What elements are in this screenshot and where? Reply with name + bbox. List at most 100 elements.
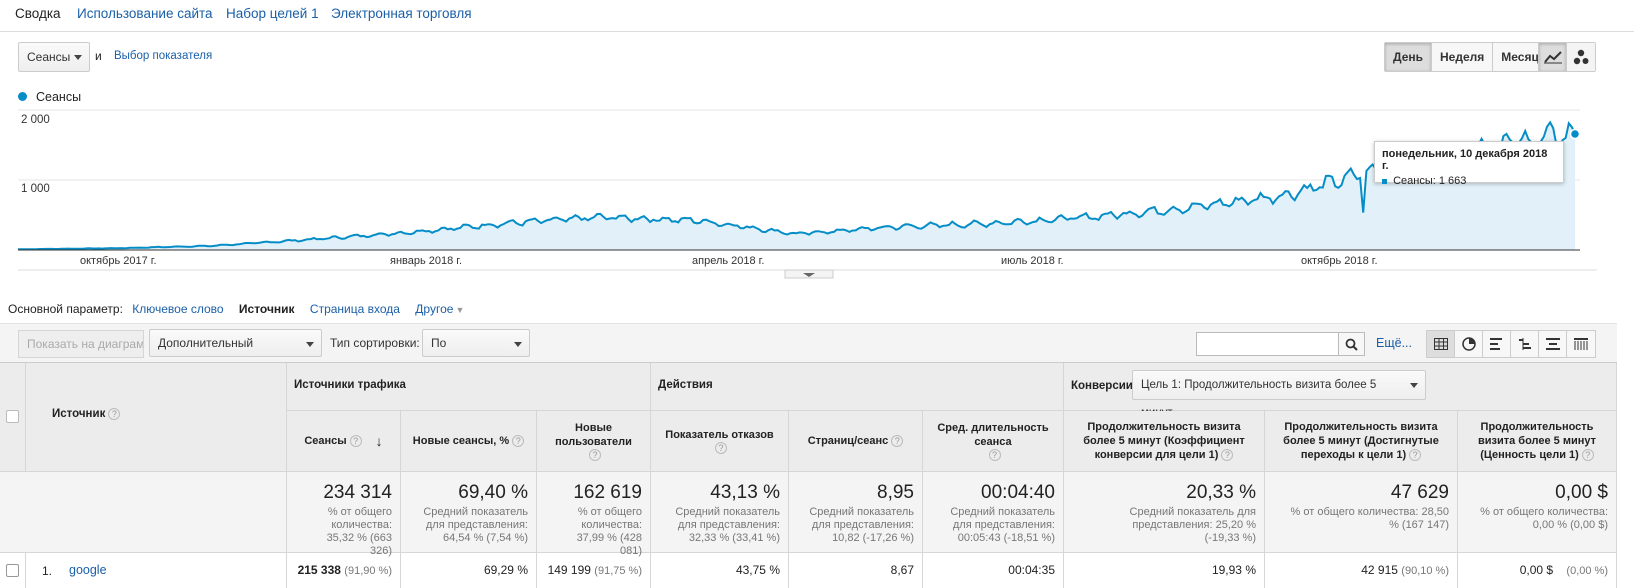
goal-select[interactable]: Цель 1: Продолжительность визита более 5… xyxy=(1132,370,1426,419)
table-toolbar: Показать на диаграмме Дополнительный пар… xyxy=(0,323,1617,376)
chart-tooltip: понедельник, 10 декабря 2018 г. Сеансы: … xyxy=(1374,141,1564,187)
tab-goal-set-1[interactable]: Набор целей 1 xyxy=(226,6,319,21)
total-goal1-conversion-rate: 20,33 % Средний показатель для представле… xyxy=(1064,472,1265,553)
sessions-area xyxy=(18,122,1575,250)
pie-view-icon[interactable] xyxy=(1455,331,1483,357)
row-pages-per-session: 8,67 xyxy=(789,553,923,588)
help-icon: ? xyxy=(1221,449,1234,462)
select-all-cell xyxy=(0,363,26,472)
col-goal1-conversion-rate[interactable]: Продолжительность визита более 5 минут (… xyxy=(1064,411,1265,472)
sort-type-label: Тип сортировки: xyxy=(330,336,420,350)
col-new-users[interactable]: Новые пользователи? xyxy=(537,411,651,472)
x-tick-oct-2018: октябрь 2018 г. xyxy=(1301,255,1378,267)
search-icon[interactable] xyxy=(1338,332,1365,356)
help-icon: ? xyxy=(715,442,727,454)
legend-label: Сеансы xyxy=(36,90,82,104)
comparison-view-icon[interactable] xyxy=(1511,331,1539,357)
table-view-icon[interactable] xyxy=(1427,331,1455,357)
sort-type-select[interactable]: По умолчанию xyxy=(422,329,530,376)
row-new-users: 149 199 (91,75 %) xyxy=(537,553,651,588)
tooltip-series-square-icon xyxy=(1382,178,1387,184)
line-chart-icon[interactable] xyxy=(1539,43,1567,71)
tab-site-usage[interactable]: Использование сайта xyxy=(77,6,213,21)
col-goal1-completions[interactable]: Продолжительность визита более 5 минут (… xyxy=(1265,411,1458,472)
total-pages-per-session: 8,95 Средний показатель для представления… xyxy=(789,472,923,553)
chevron-down-icon xyxy=(74,55,82,60)
sessions-line xyxy=(17,120,1576,251)
total-goal1-value: 0,00 $% от общего количества: 0,00 % (0,… xyxy=(1458,472,1617,553)
term-cloud-view-icon[interactable] xyxy=(1539,331,1567,357)
and-label: и xyxy=(95,49,102,63)
more-link[interactable]: Ещё... xyxy=(1376,336,1412,350)
table-view-selector xyxy=(1426,330,1596,358)
row-source-link[interactable]: google xyxy=(69,563,107,577)
tooltip-value: Сеансы: 1 663 xyxy=(1393,175,1467,187)
period-week-button[interactable]: Неделя xyxy=(1432,43,1494,71)
metric-select[interactable]: Сеансы xyxy=(18,42,90,72)
total-sessions: 234 314% от общего количества: 35,32 % (… xyxy=(287,472,401,557)
row-checkbox[interactable] xyxy=(6,564,19,577)
choose-metric-link[interactable]: Выбор показателя xyxy=(114,50,213,62)
pivot-view-icon[interactable] xyxy=(1567,331,1595,357)
table-row: 1. google xyxy=(26,553,287,588)
tooltip-date: понедельник, 10 декабря 2018 г. xyxy=(1382,148,1548,172)
row-goal1-conversion-rate: 19,93 % xyxy=(1064,553,1265,588)
group-traffic-sources: Источники трафика xyxy=(287,363,651,411)
period-selector: День Неделя Месяц xyxy=(1384,42,1548,72)
conversions-label: Конверсии xyxy=(1071,380,1133,392)
chevron-down-icon xyxy=(803,273,815,277)
help-icon: ? xyxy=(1581,449,1594,462)
primary-dimension-label: Основной параметр: xyxy=(8,302,123,316)
total-new-sessions: 69,40 % Средний показатель для представле… xyxy=(401,472,537,553)
plot-rows-button[interactable]: Показать на диаграмме xyxy=(18,330,144,358)
x-tick-jan-2018: январь 2018 г. xyxy=(390,255,462,267)
chevron-down-icon xyxy=(514,342,522,347)
table-search-input[interactable] xyxy=(1196,332,1339,356)
period-day-button[interactable]: День xyxy=(1385,43,1432,71)
col-new-sessions[interactable]: Новые сеансы, %? xyxy=(401,411,537,472)
metric-select-value: Сеансы xyxy=(27,50,71,64)
x-tick-jul-2018: июль 2018 г. xyxy=(1001,255,1064,267)
col-sessions[interactable]: Сеансы? ↓ xyxy=(287,411,401,472)
col-pages-per-session[interactable]: Страниц/сеанс? xyxy=(789,411,923,472)
tab-ecommerce[interactable]: Электронная торговля xyxy=(331,6,472,21)
dimension-landing-page[interactable]: Страница входа xyxy=(309,302,400,316)
report-tabs: Сводка Использование сайта Набор целей 1… xyxy=(0,0,1634,32)
dimension-source[interactable]: Источник xyxy=(238,302,295,316)
motion-chart-icon[interactable] xyxy=(1567,43,1595,71)
row-sessions: 215 338 (91,90 %) xyxy=(287,553,401,588)
help-icon: ? xyxy=(988,449,1001,461)
dimension-other[interactable]: Другое xyxy=(415,302,454,316)
help-icon: ? xyxy=(349,435,362,447)
y-tick-2000: 2 000 xyxy=(21,114,50,126)
total-avg-session-duration: 00:04:40 Средний показатель для представл… xyxy=(923,472,1064,553)
row-index: 1. xyxy=(42,564,53,578)
primary-dimension-bar: Основной параметр: Ключевое слово Источн… xyxy=(8,302,476,316)
select-all-checkbox[interactable] xyxy=(6,410,19,423)
totals-label-cell xyxy=(0,472,287,553)
bar-view-icon[interactable] xyxy=(1483,331,1511,357)
col-goal1-value[interactable]: Продолжительность визита более 5 минут (… xyxy=(1458,411,1617,472)
col-avg-session-duration[interactable]: Сред. длительность сеанса? xyxy=(923,411,1064,472)
period-month-button[interactable]: Месяц xyxy=(1501,50,1539,64)
col-bounce-rate[interactable]: Показатель отказов? xyxy=(651,411,789,472)
chevron-down-icon xyxy=(1410,383,1418,388)
dimension-header-cell: Источник? xyxy=(26,363,287,472)
row-bounce-rate: 43,75 % xyxy=(651,553,789,588)
group-actions: Действия xyxy=(651,363,1064,411)
help-icon: ? xyxy=(108,408,121,420)
total-bounce-rate: 43,13 % Средний показатель для представле… xyxy=(651,472,789,553)
help-icon: ? xyxy=(891,435,904,447)
help-icon: ? xyxy=(589,449,601,461)
tab-summary[interactable]: Сводка xyxy=(15,6,61,21)
row-new-sessions: 69,29 % xyxy=(401,553,537,588)
row-checkbox-cell xyxy=(0,553,26,588)
chevron-down-icon xyxy=(306,342,314,347)
dimension-header[interactable]: Источник? xyxy=(52,408,121,420)
secondary-dimension-select[interactable]: Дополнительный параметр xyxy=(149,329,322,376)
dimension-keyword[interactable]: Ключевое слово xyxy=(132,302,224,316)
help-icon: ? xyxy=(512,435,525,447)
total-new-users: 162 619% от общего количества: 37,99 % (… xyxy=(537,472,651,557)
row-avg-session-duration: 00:04:35 xyxy=(923,553,1064,588)
chevron-down-icon[interactable]: ▼ xyxy=(455,305,465,315)
